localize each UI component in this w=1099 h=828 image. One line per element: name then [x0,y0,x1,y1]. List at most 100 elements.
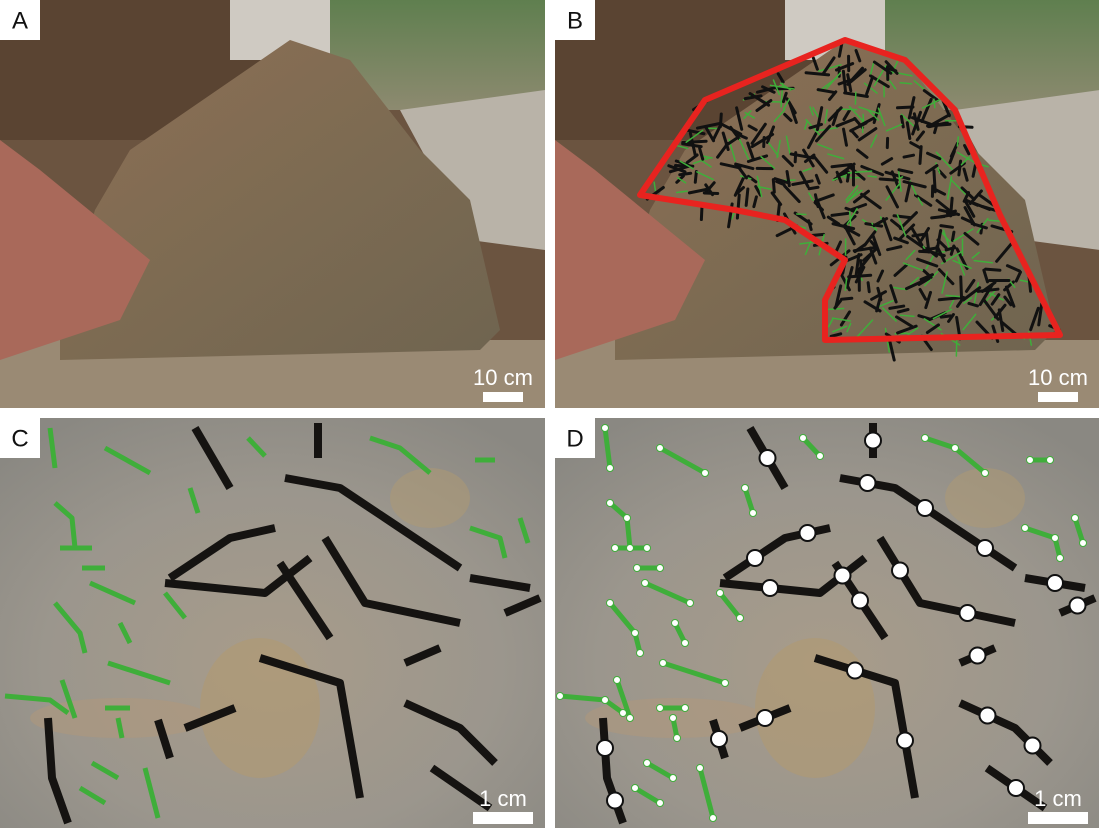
burrow-trace [469,525,508,559]
trace [781,91,788,104]
trace [735,193,741,220]
trace [938,212,959,219]
node-marker [601,424,609,432]
trace [916,257,939,268]
node-marker [606,464,614,472]
burrow-trace [469,574,531,592]
trace [854,49,862,63]
node-marker [758,449,777,467]
trace [875,293,883,313]
trace [830,211,850,217]
trace [770,191,783,206]
trace [937,296,964,302]
node-marker [709,814,717,822]
trace [885,183,901,201]
burrow-trace [187,487,201,514]
trace [911,110,923,136]
trace [835,170,843,184]
trace [876,269,885,283]
node-marker [619,709,627,717]
trace [830,162,853,169]
trace [831,222,856,231]
burrow-trace [183,704,237,732]
trace [970,222,988,230]
trace [933,187,947,196]
trace [696,171,714,181]
scale-bar-label: 10 cm [1028,365,1088,390]
trace [919,227,930,242]
trace [782,98,791,110]
trace [1003,295,1013,307]
scale-bar-label: 1 cm [479,786,527,811]
trace [827,317,834,328]
node-marker [749,509,757,517]
trace [817,143,833,151]
trace [802,148,815,168]
trace [860,164,885,177]
node-marker [681,639,689,647]
trace [982,268,989,284]
trace [676,190,688,194]
trace [932,308,953,320]
trace [923,248,946,258]
burrow-trace [167,524,276,582]
node-marker [716,589,724,597]
node-marker [978,706,997,725]
trace [814,173,821,185]
node-marker [611,544,619,552]
burrow-trace [662,660,726,686]
trace [761,85,776,94]
node-marker [846,661,864,680]
trace [849,121,868,133]
trace [857,127,878,142]
trace [922,98,941,109]
trace [896,324,918,335]
trace [831,317,851,322]
burrow-trace [47,427,58,469]
node-marker [643,759,651,767]
trace [738,138,750,161]
trace [896,308,910,314]
node-marker [858,474,877,492]
trace [771,178,776,194]
trace [893,286,908,291]
node-marker [736,614,744,622]
trace [917,196,924,206]
node-marker [631,784,639,792]
trace [817,64,842,72]
trace [962,191,971,203]
trace [829,332,843,338]
trace [924,164,939,175]
burrow-trace [78,785,107,806]
trace [746,174,758,184]
trace [898,211,918,230]
trace [811,154,829,174]
trace [956,256,966,276]
trace [841,69,848,94]
trace [679,160,694,170]
node-marker [710,730,728,748]
trace [1014,270,1022,283]
trace [960,156,970,166]
trace [746,141,755,161]
trace [839,310,852,327]
trace [840,296,854,301]
node-marker [641,579,649,587]
trace [884,170,911,181]
node-marker [669,714,677,722]
node-marker [756,709,774,727]
node-marker [798,524,817,542]
node-marker [746,549,764,567]
node-marker [1079,539,1087,547]
trace [927,113,951,129]
trace [909,276,920,286]
trace [948,299,955,309]
trace [825,71,842,90]
trace [964,278,976,293]
trace [854,252,861,278]
node-marker [833,566,852,585]
trace [997,308,1005,332]
trace [775,179,786,187]
burrow-trace [801,436,822,458]
trace [685,153,699,164]
